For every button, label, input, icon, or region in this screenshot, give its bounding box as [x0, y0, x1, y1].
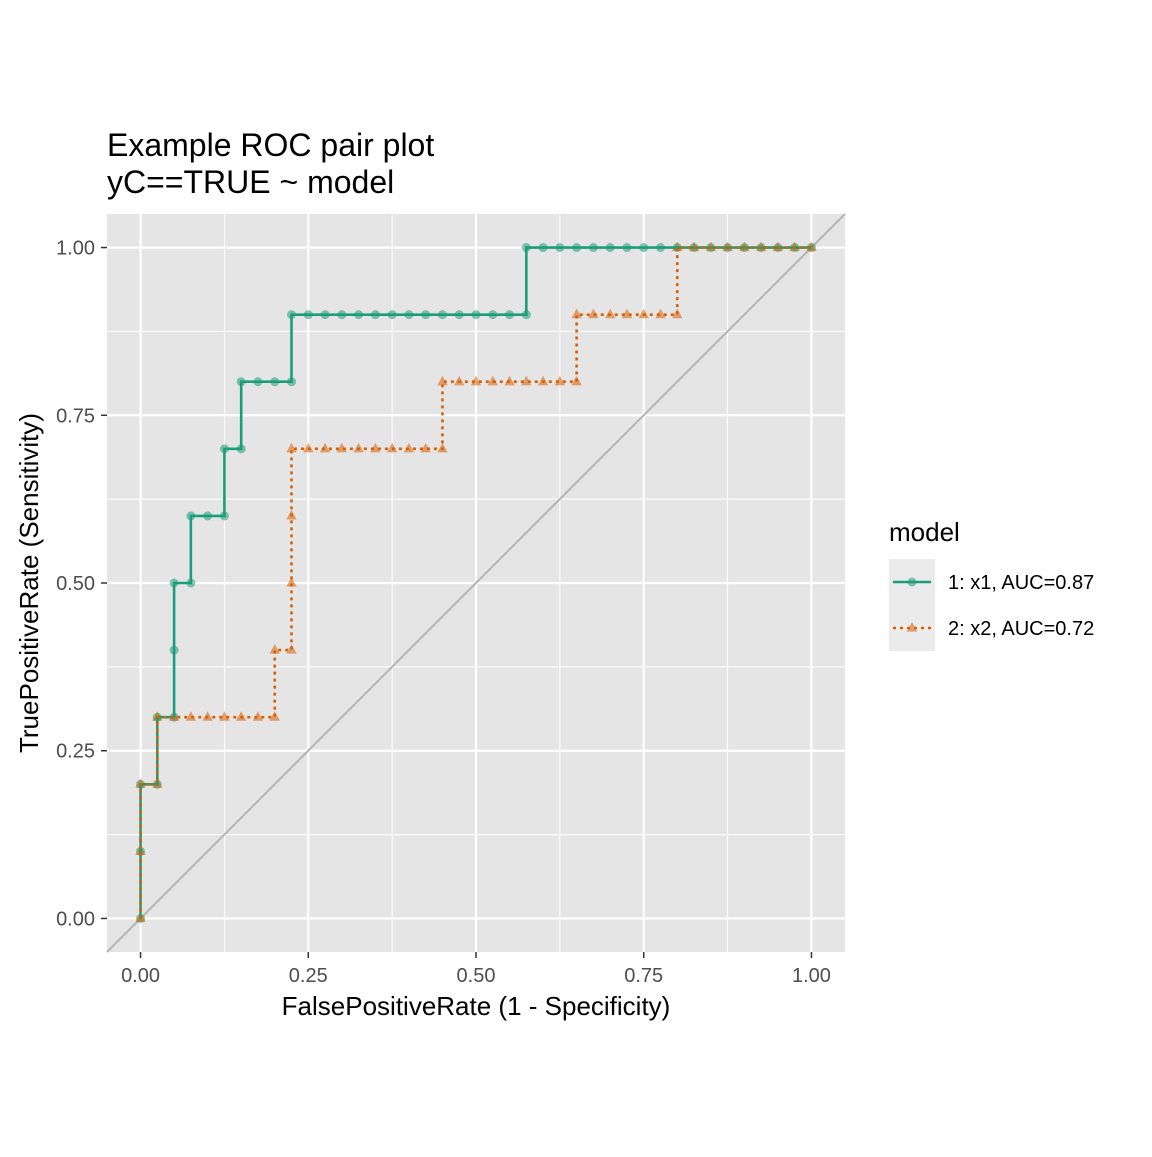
x-tick-label: 0.75 — [624, 965, 663, 987]
legend-key-marker — [906, 622, 918, 632]
y-tick-label: 1.00 — [56, 238, 95, 260]
y-tick-label: 0.25 — [56, 741, 95, 763]
y-tick-label: 0.50 — [56, 573, 95, 595]
y-axis-title: TruePositiveRate (Sensitivity) — [14, 413, 44, 753]
x-tick-label: 1.00 — [792, 965, 831, 987]
series-line-1 — [139, 246, 812, 919]
chart-title: Example ROC pair plot — [107, 127, 434, 163]
legend-items: 1: x1, AUC=0.87 2: x2, AUC=0.72 — [893, 572, 1094, 640]
data-point — [286, 577, 297, 587]
legend-label: 1: x1, AUC=0.87 — [948, 572, 1094, 594]
series-layer — [135, 241, 817, 923]
legend-item-1: 1: x1, AUC=0.87 — [893, 572, 1094, 594]
data-point — [571, 308, 582, 319]
y-axis-ticks: 0.00 0.25 0.50 0.75 1.00 — [56, 238, 107, 930]
series-line-2 — [139, 246, 812, 919]
chart-subtitle: yC==TRUE ~ model — [107, 164, 394, 200]
legend-item-2: 2: x2, AUC=0.72 — [893, 618, 1094, 640]
x-tick-label: 0.25 — [289, 965, 328, 987]
legend-key-background — [889, 559, 935, 651]
x-tick-label: 0.00 — [121, 965, 160, 987]
data-point — [269, 644, 280, 654]
legend-key-marker — [907, 577, 917, 587]
y-tick-label: 0.75 — [56, 405, 95, 427]
y-tick-label: 0.00 — [56, 908, 95, 930]
x-axis-title: FalsePositiveRate (1 - Specificity) — [282, 991, 671, 1021]
legend-label: 2: x2, AUC=0.72 — [948, 618, 1094, 640]
x-tick-label: 0.50 — [457, 965, 496, 987]
legend-title: model — [889, 517, 960, 547]
legend: model 1: x1, AUC=0.87 2: x2, AUC=0.72 — [889, 517, 1094, 651]
reference-diagonal — [106, 213, 846, 953]
x-axis-ticks: 0.00 0.25 0.50 0.75 1.00 — [121, 952, 831, 987]
